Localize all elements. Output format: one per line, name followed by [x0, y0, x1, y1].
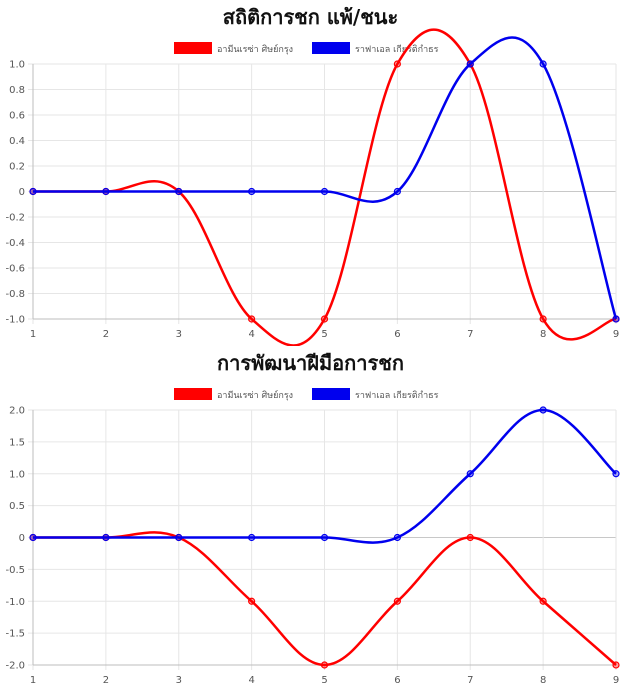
data-point[interactable]: [466, 533, 474, 542]
data-point[interactable]: [393, 60, 401, 68]
legend-item[interactable]: อามีนเรซ่า ศิษย์กรุง: [174, 42, 293, 55]
y-tick-label: 1.5: [9, 437, 25, 448]
y-tick-label: -0.2: [5, 213, 25, 224]
data-point[interactable]: [539, 597, 547, 605]
data-point[interactable]: [175, 187, 183, 196]
data-point[interactable]: [248, 597, 256, 605]
x-tick-label: 1: [30, 329, 36, 340]
x-tick-label: 7: [467, 675, 473, 686]
data-point[interactable]: [393, 533, 401, 542]
data-point[interactable]: [393, 187, 401, 196]
legend-swatch: [312, 388, 350, 400]
data-point[interactable]: [612, 470, 620, 478]
legend: อามีนเรซ่า ศิษย์กรุง ราฟาเอล เกียรติกำธร: [174, 388, 439, 401]
y-tick-label: 1.0: [9, 60, 25, 71]
x-tick-label: 5: [321, 675, 327, 686]
x-tick-label: 2: [103, 675, 109, 686]
legend-item[interactable]: อามีนเรซ่า ศิษย์กรุง: [174, 388, 293, 401]
legend-swatch: [312, 42, 350, 54]
legend-swatch: [174, 388, 212, 400]
data-point[interactable]: [393, 597, 401, 605]
y-tick-label: -1.0: [5, 315, 25, 326]
x-tick-label: 3: [176, 675, 182, 686]
y-tick-label: 0: [19, 187, 25, 198]
y-tick-label: -1.5: [5, 629, 25, 640]
series-line: [33, 36, 618, 320]
data-point[interactable]: [248, 533, 256, 542]
y-tick-label: 0: [19, 533, 25, 544]
y-tick-label: -0.8: [5, 289, 25, 300]
data-point[interactable]: [466, 60, 474, 68]
y-tick-label: -2.0: [5, 661, 25, 672]
data-point[interactable]: [320, 661, 329, 669]
x-tick-label: 6: [394, 675, 400, 686]
legend-label: ราฟาเอล เกียรติกำธร: [355, 44, 439, 55]
data-point[interactable]: [248, 315, 256, 323]
data-point[interactable]: [612, 661, 620, 669]
legend-label: ราฟาเอล เกียรติกำธร: [355, 390, 439, 401]
x-tick-label: 7: [467, 329, 473, 340]
data-point[interactable]: [29, 533, 37, 542]
x-tick-label: 8: [540, 675, 546, 686]
y-tick-label: 0.4: [9, 136, 25, 147]
x-tick-label: 1: [30, 675, 36, 686]
y-tick-label: 2.0: [9, 406, 25, 417]
legend-item[interactable]: ราฟาเอล เกียรติกำธร: [312, 42, 439, 55]
y-tick-label: -0.5: [5, 565, 25, 576]
x-tick-label: 4: [248, 675, 254, 686]
chart-title: สถิติการชก แพ้/ชนะ: [223, 5, 398, 29]
data-point[interactable]: [248, 187, 256, 196]
series-2: [29, 406, 620, 544]
data-point[interactable]: [29, 187, 37, 196]
data-point[interactable]: [102, 187, 110, 196]
data-point[interactable]: [539, 406, 547, 414]
legend-label: อามีนเรซ่า ศิษย์กรุง: [217, 389, 293, 401]
y-tick-label: 0.2: [9, 162, 25, 173]
x-tick-label: 4: [248, 329, 254, 340]
y-tick-label: -0.6: [5, 264, 25, 275]
x-tick-label: 5: [321, 329, 327, 340]
y-tick-label: 1.0: [9, 469, 25, 480]
x-tick-label: 9: [613, 329, 619, 340]
data-point[interactable]: [320, 533, 329, 542]
series-line: [33, 408, 617, 544]
data-point[interactable]: [320, 315, 329, 323]
legend-item[interactable]: ราฟาเอล เกียรติกำธร: [312, 388, 439, 401]
x-tick-label: 6: [394, 329, 400, 340]
legend: อามีนเรซ่า ศิษย์กรุง ราฟาเอล เกียรติกำธร: [174, 42, 439, 55]
series-line: [33, 531, 617, 667]
series-line: [33, 28, 617, 346]
chart-title: การพัฒนาฝีมือการชก: [217, 351, 404, 375]
legend-swatch: [174, 42, 212, 54]
y-tick-label: -1.0: [5, 597, 25, 608]
data-point[interactable]: [466, 470, 474, 478]
x-tick-label: 2: [103, 329, 109, 340]
y-tick-label: 0.6: [9, 111, 25, 122]
series-2: [29, 36, 620, 323]
data-point[interactable]: [539, 315, 547, 323]
y-tick-label: 0.5: [9, 501, 25, 512]
data-point[interactable]: [175, 533, 183, 542]
data-point[interactable]: [612, 315, 620, 323]
x-tick-label: 8: [540, 329, 546, 340]
data-point[interactable]: [539, 60, 547, 68]
x-tick-label: 3: [176, 329, 182, 340]
y-tick-label: 0.8: [9, 85, 25, 96]
data-point[interactable]: [320, 187, 329, 196]
y-tick-label: -0.4: [5, 238, 25, 249]
x-tick-label: 9: [613, 675, 619, 686]
legend-label: อามีนเรซ่า ศิษย์กรุง: [217, 43, 293, 55]
data-point[interactable]: [102, 533, 110, 542]
